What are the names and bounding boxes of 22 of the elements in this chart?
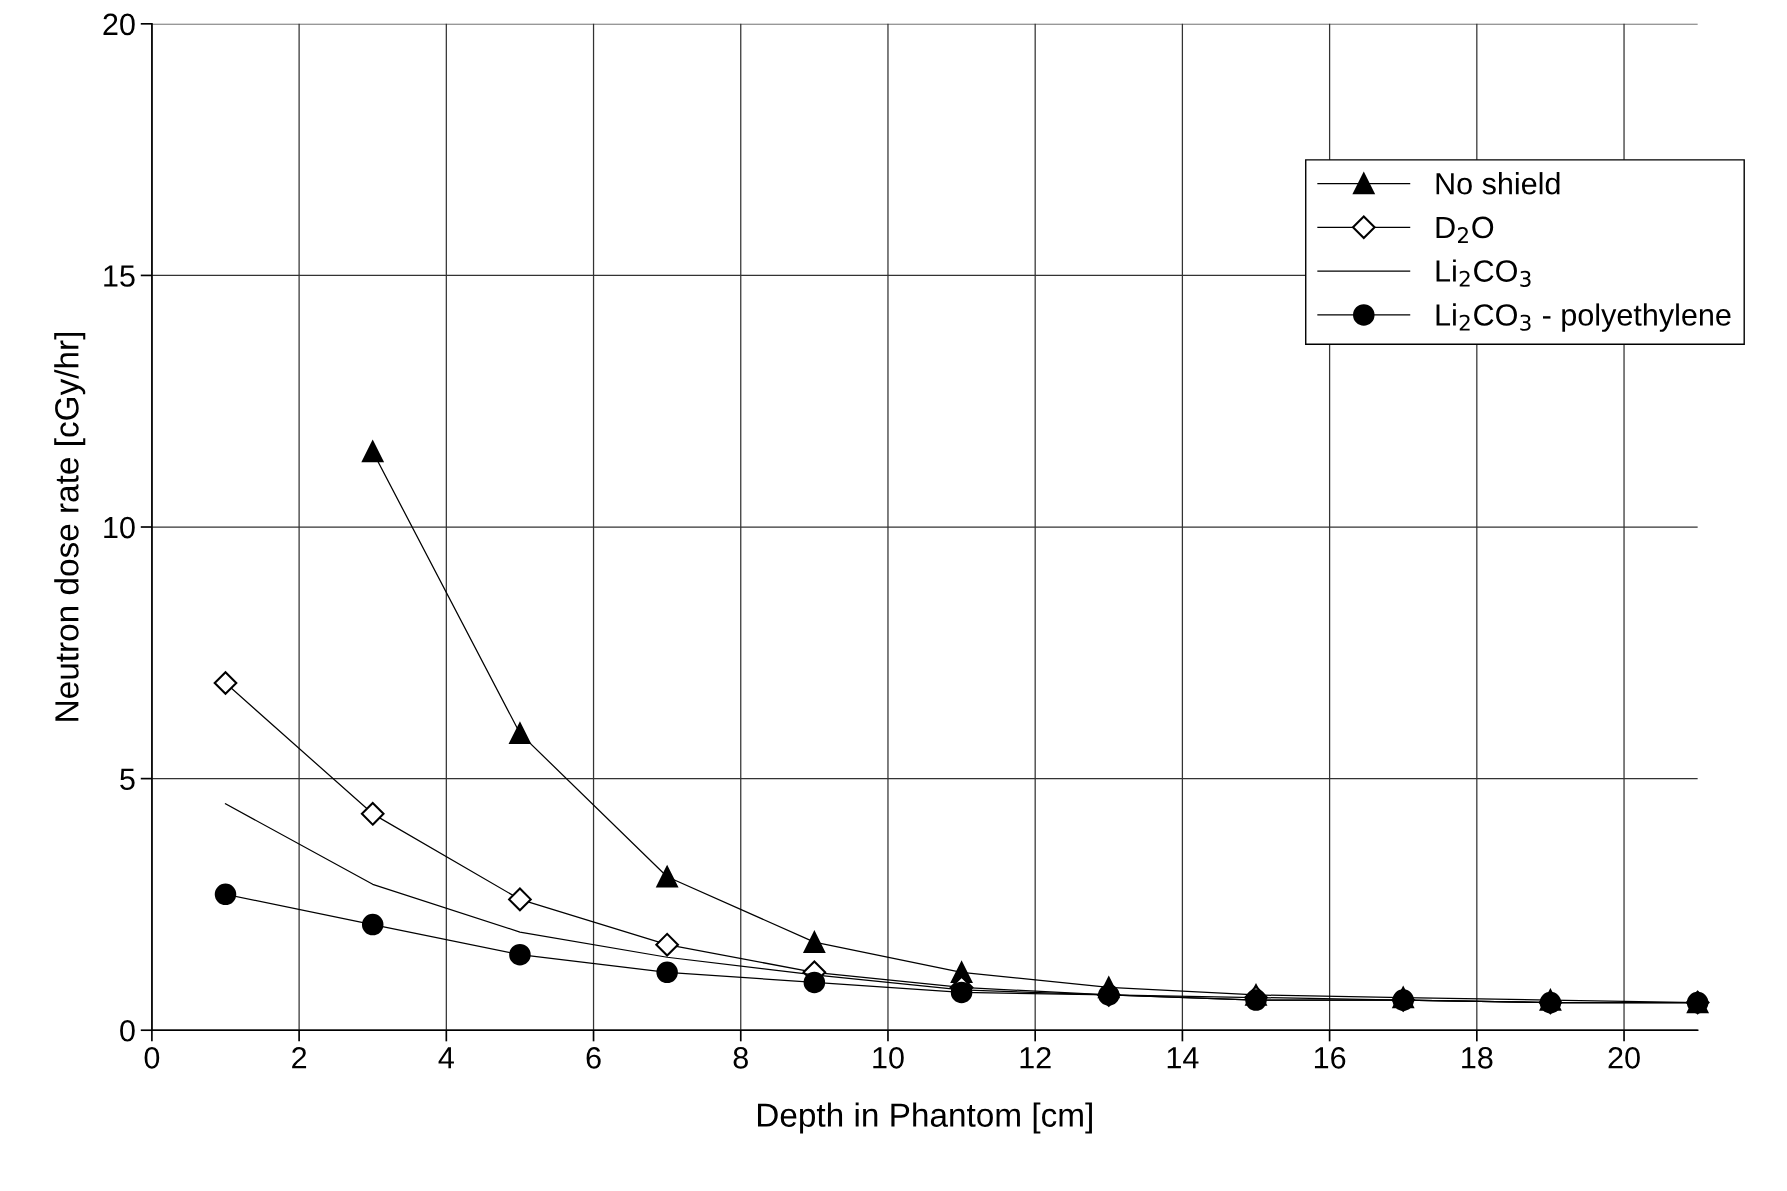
y-tick-label: 10	[104, 516, 135, 539]
x-tick-label: 18	[1462, 1046, 1493, 1069]
x-tick-label: 10	[873, 1046, 904, 1069]
x-tick-label: 6	[586, 1046, 601, 1069]
x-tick-label: 12	[1020, 1046, 1051, 1069]
x-tick-label: 16	[1314, 1046, 1346, 1069]
y-tick-label: 0	[120, 1019, 135, 1042]
y-tick-label: 15	[104, 265, 135, 287]
y-tick-label: 5	[120, 768, 135, 790]
x-tick-label: 2	[292, 1046, 307, 1069]
x-tick-label: 14	[1167, 1047, 1199, 1069]
y-axis-title: Neutron dose rate [cGy/hr]	[54, 332, 86, 721]
legend-label: D$_{2}$O	[1436, 216, 1494, 243]
x-tick-label: 20	[1608, 1046, 1640, 1069]
x-tick-label: 4	[438, 1047, 454, 1069]
y-tick-label: 20	[103, 13, 135, 36]
x-axis-title: Depth in Phantom [cm]	[757, 1102, 1092, 1134]
legend-label: Li$_{2}$CO$_{3}$ - polyethylene	[1436, 303, 1731, 332]
x-tick-label: 8	[733, 1046, 748, 1069]
x-tick-label: 0	[144, 1046, 160, 1069]
legend-label: Li$_{2}$CO$_{3}$	[1436, 259, 1531, 287]
legend-label: No shield	[1436, 172, 1560, 195]
